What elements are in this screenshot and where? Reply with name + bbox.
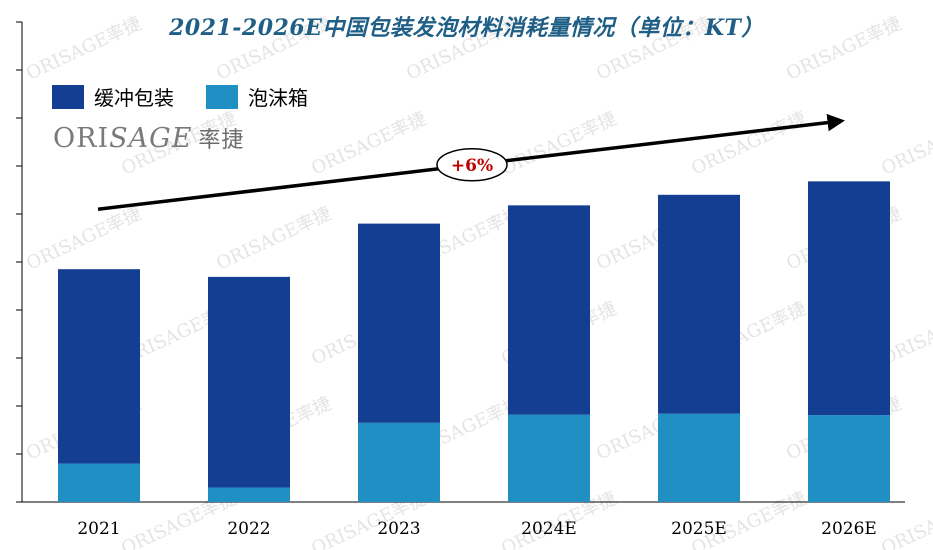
legend-item-cushion: 缓冲包装	[52, 82, 174, 111]
watermark-text: ORISAGE率捷	[23, 203, 145, 275]
bar-cushion-2024E	[508, 205, 590, 415]
bar-foam-box-2024E	[508, 414, 590, 502]
legend-swatch-cushion	[52, 84, 84, 109]
bar-cushion-2026E	[808, 181, 890, 416]
logo-cn: 率捷	[198, 128, 245, 153]
watermark-text: ORISAGE率捷	[688, 108, 810, 180]
watermark-text: ORISAGE率捷	[308, 108, 430, 180]
growth-label: +6%	[451, 156, 493, 176]
bar-cushion-2021	[58, 269, 140, 464]
legend-item-foam-box: 泡沫箱	[206, 82, 308, 111]
y-axis	[16, 21, 905, 503]
bar-foam-box-2023	[358, 422, 440, 502]
logo-text: ORI	[53, 122, 110, 154]
legend-swatch-foam-box	[206, 84, 238, 109]
watermark-text: ORISAGE率捷	[498, 108, 620, 180]
x-axis-labels: 2021 2022 2023 2024E 2025E 2026E	[77, 519, 876, 539]
legend: 缓冲包装 泡沫箱	[52, 82, 340, 111]
chart-title: 2021-2026E中国包装发泡材料消耗量情况（单位：KT）	[169, 15, 764, 41]
x-tick-label: 2023	[377, 519, 420, 539]
watermark-text: ORISAGE率捷	[213, 203, 335, 275]
watermark-text: ORISAGE率捷	[878, 108, 933, 180]
growth-ellipse	[436, 148, 508, 182]
legend-label-cushion: 缓冲包装	[94, 86, 174, 110]
bar-cushion-2022	[208, 276, 290, 488]
x-tick-label: 2026E	[821, 519, 877, 539]
bar-cushion-2025E	[658, 194, 740, 414]
legend-label-foam-box: 泡沫箱	[248, 86, 308, 110]
bar-cushion-2023	[358, 223, 440, 423]
bar-foam-box-2021	[58, 463, 140, 502]
logo-accent: SAGE	[109, 122, 193, 154]
bar-foam-box-2026E	[808, 415, 890, 502]
x-tick-label: 2025E	[671, 519, 727, 539]
bar-foam-box-2022	[208, 487, 290, 502]
brand-logo: ORI SAGE 率捷	[53, 122, 244, 154]
x-tick-label: 2021	[77, 519, 120, 539]
bars	[58, 181, 890, 502]
x-tick-label: 2024E	[521, 519, 577, 539]
bar-foam-box-2025E	[658, 413, 740, 502]
x-tick-label: 2022	[227, 519, 270, 539]
trend-annotation: +6%	[97, 113, 845, 211]
